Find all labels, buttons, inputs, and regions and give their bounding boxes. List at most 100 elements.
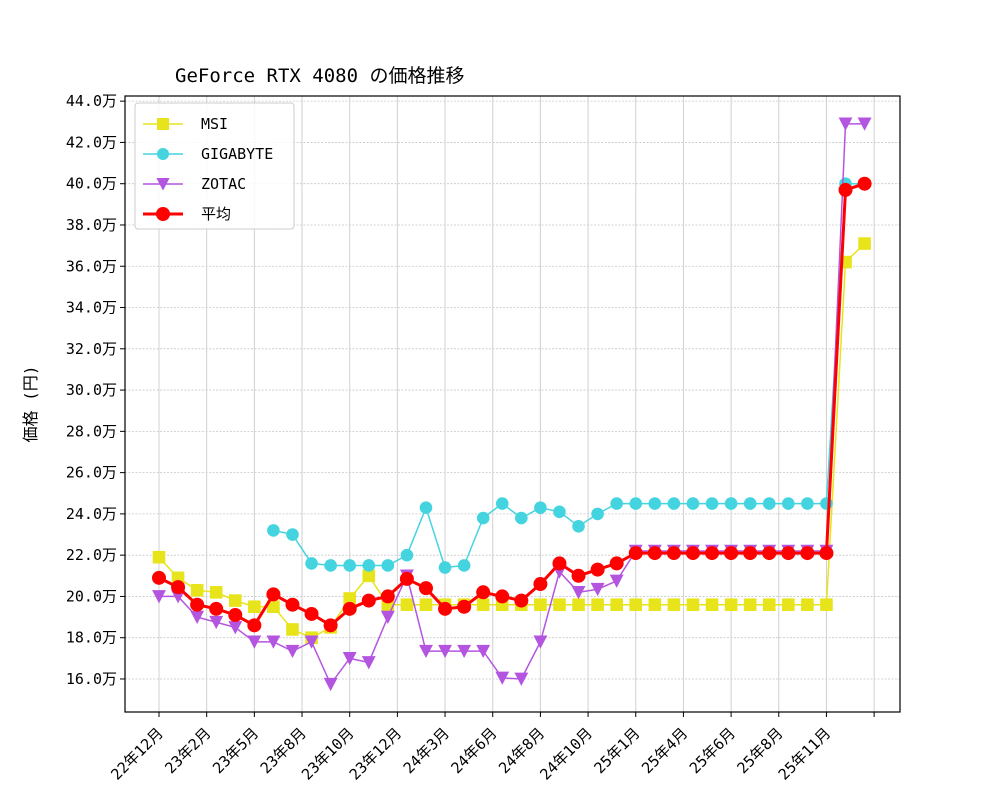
data-point bbox=[152, 570, 166, 585]
data-point bbox=[686, 598, 700, 611]
data-point bbox=[647, 546, 662, 561]
data-point bbox=[323, 677, 338, 692]
data-point bbox=[857, 176, 872, 191]
data-point bbox=[552, 556, 567, 571]
data-point bbox=[156, 207, 170, 221]
data-point bbox=[342, 652, 357, 666]
data-point bbox=[514, 593, 529, 608]
data-point bbox=[724, 546, 739, 561]
y-tick-label: 16.0万 bbox=[66, 670, 117, 688]
data-point bbox=[438, 601, 453, 616]
data-point bbox=[782, 598, 795, 611]
legend-box bbox=[134, 102, 295, 230]
data-point bbox=[342, 601, 357, 616]
data-point bbox=[361, 656, 376, 670]
data-point bbox=[305, 557, 318, 570]
data-point bbox=[400, 598, 414, 611]
data-point bbox=[419, 598, 433, 611]
data-point bbox=[820, 598, 833, 611]
y-tick-label: 44.0万 bbox=[66, 92, 117, 110]
y-tick-label: 22.0万 bbox=[66, 546, 117, 564]
data-point bbox=[743, 598, 757, 611]
data-point bbox=[476, 598, 490, 611]
series-line bbox=[273, 182, 865, 569]
series-line bbox=[158, 243, 866, 639]
data-point bbox=[304, 606, 319, 621]
data-point bbox=[743, 546, 758, 561]
x-tick-label: 23年2月 bbox=[161, 724, 214, 777]
data-point bbox=[609, 574, 624, 588]
y-tick-label: 20.0万 bbox=[66, 587, 117, 605]
data-point bbox=[609, 556, 624, 571]
data-point bbox=[457, 644, 472, 659]
data-point bbox=[286, 528, 299, 541]
data-point bbox=[533, 577, 548, 592]
data-point bbox=[247, 618, 262, 633]
data-point bbox=[399, 571, 414, 586]
data-point bbox=[571, 586, 586, 600]
y-tick-label: 26.0万 bbox=[66, 464, 117, 482]
data-point bbox=[762, 497, 776, 510]
data-point bbox=[571, 568, 586, 583]
data-point bbox=[323, 618, 338, 633]
series-layer bbox=[152, 117, 872, 692]
data-point bbox=[590, 582, 605, 597]
data-point bbox=[476, 644, 491, 659]
legend-item: GIGABYTE bbox=[143, 145, 273, 163]
data-point bbox=[228, 594, 242, 607]
data-point bbox=[743, 497, 757, 510]
data-point bbox=[685, 546, 700, 561]
data-point bbox=[157, 148, 169, 160]
data-point bbox=[820, 497, 833, 510]
data-point bbox=[838, 182, 853, 197]
data-point bbox=[156, 178, 170, 191]
data-point bbox=[782, 497, 795, 510]
y-tick-label: 30.0万 bbox=[66, 381, 117, 399]
data-point bbox=[705, 546, 720, 561]
y-tick-label: 28.0万 bbox=[66, 422, 117, 440]
data-point bbox=[190, 597, 205, 612]
x-tick-label: 22年12月 bbox=[107, 724, 166, 783]
series-平均 bbox=[152, 176, 872, 633]
data-point bbox=[724, 598, 738, 611]
data-point bbox=[457, 559, 471, 572]
x-tick-label: 25年6月 bbox=[686, 724, 739, 777]
legend-item: ZOTAC bbox=[143, 175, 246, 193]
data-point bbox=[800, 546, 815, 561]
legend-label: 平均 bbox=[201, 205, 231, 223]
data-point bbox=[361, 593, 376, 608]
data-point bbox=[381, 559, 395, 572]
data-point bbox=[648, 598, 662, 611]
y-tick-label: 32.0万 bbox=[66, 340, 117, 358]
data-point bbox=[553, 505, 566, 519]
legend-label: GIGABYTE bbox=[201, 145, 273, 163]
data-point bbox=[514, 672, 529, 686]
data-point bbox=[495, 497, 509, 510]
data-point bbox=[533, 635, 548, 649]
data-point bbox=[572, 598, 585, 611]
data-point bbox=[286, 623, 299, 636]
series-GIGABYTE bbox=[267, 177, 871, 574]
data-point bbox=[209, 586, 223, 599]
data-point bbox=[438, 644, 452, 659]
data-point bbox=[724, 497, 738, 510]
data-point bbox=[495, 589, 510, 604]
data-point bbox=[534, 598, 547, 611]
plot-frame bbox=[124, 95, 901, 713]
data-point bbox=[838, 117, 853, 131]
legend-item: 平均 bbox=[143, 205, 231, 223]
data-point bbox=[762, 546, 777, 561]
data-point bbox=[380, 610, 395, 625]
y-tick-label: 40.0万 bbox=[66, 175, 117, 193]
data-point bbox=[267, 600, 280, 614]
data-point bbox=[534, 501, 547, 514]
y-tick-label: 38.0万 bbox=[66, 216, 117, 234]
x-tick-label: 25年4月 bbox=[638, 724, 691, 777]
data-point bbox=[152, 550, 166, 564]
data-point bbox=[324, 559, 337, 572]
data-point bbox=[628, 546, 643, 561]
data-point bbox=[857, 117, 872, 131]
data-point bbox=[705, 598, 719, 611]
data-point bbox=[667, 497, 681, 510]
